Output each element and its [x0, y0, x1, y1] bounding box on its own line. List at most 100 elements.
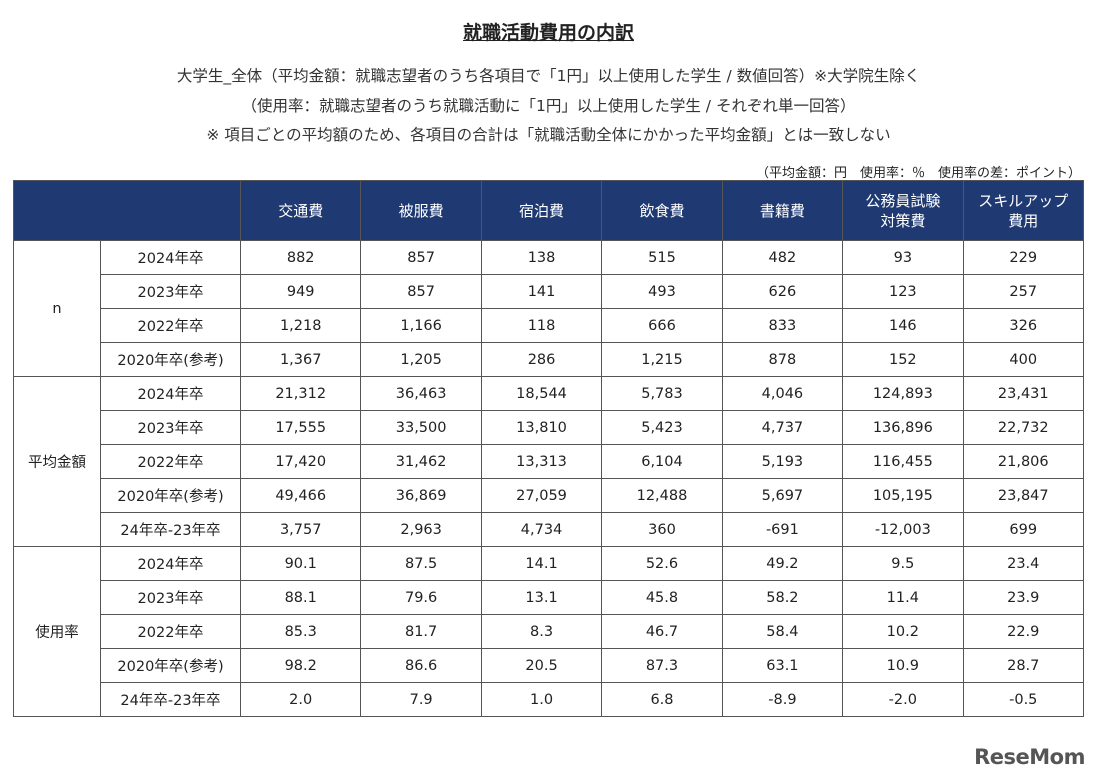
cell: 46.7	[601, 614, 723, 649]
cell: 23,431	[962, 376, 1085, 411]
cell: 7.9	[360, 682, 482, 717]
cell: -2.0	[842, 682, 964, 717]
cell: 123	[842, 274, 964, 309]
header-cell	[13, 180, 241, 241]
row: 使用率 2024年卒 90.1 87.5 14.1 52.6 49.2 9.5 23.4	[13, 546, 1085, 717]
header-cell: 書籍費	[721, 180, 844, 241]
subtitle: ※ 項目ごとの平均額のため、各項目の合計は「就職活動全体にかかった平均金額」とは…	[206, 126, 891, 144]
cell: 22,732	[962, 410, 1085, 445]
cell: 87.3	[601, 648, 723, 683]
cell: 17,555	[239, 410, 362, 445]
cell: 85.3	[239, 614, 362, 649]
cell: 33,500	[360, 410, 482, 445]
cell: 13,313	[480, 444, 603, 479]
cell: 286	[480, 342, 603, 377]
cell: 31,462	[360, 444, 482, 479]
cell: 136,896	[842, 410, 964, 445]
header-cell: 宿泊費	[480, 180, 603, 241]
cell: 4,046	[721, 376, 844, 411]
row: 2022年卒 17,420 31,462 13,313 6,104 5,193 116,45…	[14, 444, 1085, 479]
cell: 10.9	[842, 648, 964, 683]
cell: 857	[360, 274, 482, 309]
cell: 21,806	[962, 444, 1085, 479]
cell: 699	[962, 512, 1085, 547]
cell: 1.0	[480, 682, 603, 717]
cell: 93	[842, 240, 964, 275]
header-row: 交通費 被服費 宿泊費 飲食費 書籍費 公務員試験 対策費 スキルアップ 費用	[13, 180, 1085, 241]
row: 平均金額 2024年卒 21,312 36,463 18,544 5,783 4,046 12…	[13, 376, 1085, 547]
cell: 86.6	[360, 648, 482, 683]
row-label: 24年卒-23年卒	[100, 512, 241, 547]
row-label: 2022年卒	[100, 614, 241, 649]
cell: 6.8	[601, 682, 723, 717]
cell: 229	[962, 240, 1085, 275]
subtitle: （使用率：就職志望者のうち就職活動に「1円」以上使用した学生 / それぞれ単一回…	[241, 97, 856, 115]
header-cell: 飲食費	[601, 180, 723, 241]
cell: 1,205	[360, 342, 482, 377]
cell: 23,847	[962, 478, 1085, 513]
unit-note: （平均金額：円 使用率：％ 使用率の差：ポイント）	[755, 166, 1081, 181]
cell: 8.3	[480, 614, 603, 649]
cell: 5,697	[721, 478, 844, 513]
cell: 4,734	[480, 512, 603, 547]
watermark: ReseMom	[974, 745, 1085, 769]
cell: 949	[239, 274, 362, 309]
cell: 482	[721, 240, 844, 275]
cell: 23.4	[962, 546, 1085, 581]
cell: 90.1	[239, 546, 362, 581]
cell: 27,059	[480, 478, 603, 513]
cell: -691	[721, 512, 844, 547]
cell: 105,195	[842, 478, 964, 513]
cell: 3,757	[239, 512, 362, 547]
cell: 124,893	[842, 376, 964, 411]
cell: 49.2	[721, 546, 844, 581]
cell: 79.6	[360, 580, 482, 615]
row-label: 2022年卒	[100, 444, 241, 479]
cell: 2,963	[360, 512, 482, 547]
cell: 138	[480, 240, 603, 275]
cell: 141	[480, 274, 603, 309]
cell: 98.2	[239, 648, 362, 683]
subtitle: 大学生_全体（平均金額：就職志望者のうち各項目で「1円」以上使用した学生 / 数…	[176, 67, 921, 85]
cell: 11.4	[842, 580, 964, 615]
row-label: 2024年卒	[100, 240, 241, 275]
cell: 28.7	[962, 648, 1085, 683]
row-label: 2020年卒(参考)	[100, 478, 241, 513]
cell: 833	[721, 308, 844, 343]
group-label: 使用率	[13, 546, 101, 717]
cell: 493	[601, 274, 723, 309]
cell: 81.7	[360, 614, 482, 649]
row: 24年卒-23年卒 3,757 2,963 4,734 360 -691 -12,003 69…	[14, 512, 1085, 547]
cell: 5,423	[601, 410, 723, 445]
cell: 400	[962, 342, 1085, 377]
cell: 63.1	[721, 648, 844, 683]
cell: 118	[480, 308, 603, 343]
row: 2023年卒 17,555 33,500 13,810 5,423 4,737 136,89…	[14, 410, 1085, 445]
cell: 18,544	[480, 376, 603, 411]
row-label: 2023年卒	[100, 274, 241, 309]
cell: 13,810	[480, 410, 603, 445]
cell: 12,488	[601, 478, 723, 513]
row-label: 2022年卒	[100, 308, 241, 343]
header-cell: 交通費	[239, 180, 362, 241]
group-label: n	[13, 240, 101, 377]
row: 2020年卒(参考) 98.2 86.6 20.5 87.3 63.1 10.9 28.7	[14, 648, 1085, 683]
cell: 5,193	[721, 444, 844, 479]
cell: 257	[962, 274, 1085, 309]
cell: 21,312	[239, 376, 362, 411]
row: 2023年卒 88.1 79.6 13.1 45.8 58.2 11.4 23.9	[14, 580, 1085, 615]
cell: 857	[360, 240, 482, 275]
row: 2022年卒 1,218 1,166 118 666 833 146 326	[14, 308, 1085, 343]
row-label: 2023年卒	[100, 580, 241, 615]
cell: 49,466	[239, 478, 362, 513]
group-label: 平均金額	[13, 376, 101, 547]
row-label: 2024年卒	[100, 376, 241, 411]
table: 交通費 被服費 宿泊費 飲食費 書籍費 公務員試験 対策費 スキルアップ 費用 n 2024年卒…	[13, 180, 1085, 717]
cell: 360	[601, 512, 723, 547]
cell: 152	[842, 342, 964, 377]
cell: 666	[601, 308, 723, 343]
cell: 4,737	[721, 410, 844, 445]
cell: 878	[721, 342, 844, 377]
cell: 116,455	[842, 444, 964, 479]
cell: 626	[721, 274, 844, 309]
